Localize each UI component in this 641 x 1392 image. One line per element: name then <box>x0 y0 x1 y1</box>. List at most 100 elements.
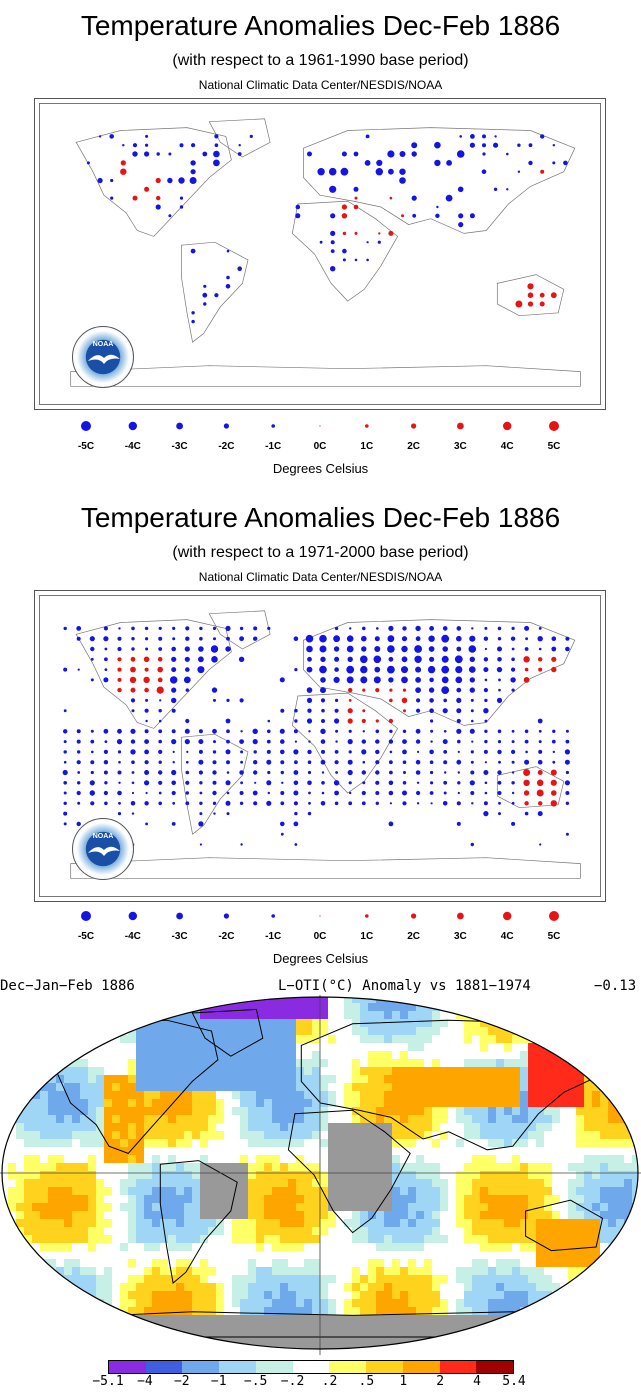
grid-cell <box>152 1267 160 1275</box>
grid-cell <box>368 1035 376 1043</box>
grid-cell <box>424 1083 432 1091</box>
grid-cell <box>256 1011 264 1019</box>
grid-cell <box>280 1091 288 1099</box>
grid-cell <box>456 1123 464 1131</box>
grid-cell <box>576 1139 584 1147</box>
grid-cell <box>616 1155 624 1163</box>
grid-cell <box>336 1099 344 1107</box>
grid-cell <box>312 1179 320 1187</box>
grid-cell <box>248 1339 256 1347</box>
legend-dot <box>271 424 276 428</box>
grid-cell <box>360 1331 368 1339</box>
grid-cell <box>384 1275 392 1283</box>
grid-cell <box>32 1067 40 1075</box>
continent-outline <box>291 200 399 302</box>
grid-cell <box>280 1179 288 1187</box>
grid-cell <box>208 1323 216 1331</box>
grid-cell <box>352 1123 360 1131</box>
grid-cell <box>416 1019 424 1027</box>
grid-cell <box>528 997 536 1003</box>
grid-cell <box>424 1147 432 1155</box>
grid-cell <box>56 1043 64 1051</box>
continent-outline <box>525 1199 604 1252</box>
grid-cell <box>432 1147 440 1155</box>
legend-label: 5C <box>547 441 561 452</box>
grid-cell <box>168 1059 176 1067</box>
anomaly-dot <box>144 687 149 693</box>
anomaly-dot <box>429 656 435 662</box>
anomaly-dot <box>129 676 137 684</box>
grid-cell <box>344 1099 352 1107</box>
grid-cell <box>440 1339 448 1347</box>
grid-cell <box>608 1067 616 1075</box>
grid-cell <box>496 1339 504 1347</box>
grid-cell <box>64 1115 72 1123</box>
grid-cell <box>544 1107 552 1115</box>
grid-cell <box>200 1091 208 1099</box>
grid-cell <box>472 1219 480 1227</box>
anomaly-dot <box>484 647 487 651</box>
grid-cell <box>488 1283 496 1291</box>
grid-cell <box>448 1307 456 1315</box>
grid-cell <box>80 1339 88 1347</box>
grid-cell <box>616 1291 624 1299</box>
grid-cell <box>488 1291 496 1299</box>
grid-cell <box>456 1075 464 1083</box>
anomaly-dot <box>538 801 543 806</box>
anomaly-dot <box>354 231 358 235</box>
anomaly-dot <box>399 177 406 184</box>
grid-cell <box>392 1067 400 1075</box>
grid-cell <box>224 1051 232 1059</box>
grid-cell <box>264 1235 272 1243</box>
anomaly-dot <box>401 645 408 653</box>
grid-cell <box>224 1083 232 1091</box>
anomaly-dot <box>524 667 529 672</box>
anomaly-dot <box>415 759 421 765</box>
grid-cell <box>528 1115 536 1123</box>
grid-cell <box>256 1019 264 1027</box>
grid-cell <box>344 1283 352 1291</box>
grid-cell <box>448 1227 456 1235</box>
grid-cell <box>432 1115 440 1123</box>
grid-cell <box>480 1163 488 1171</box>
grid-cell <box>600 1179 608 1187</box>
grid-cell <box>600 1051 608 1059</box>
grid-cell <box>272 1315 280 1323</box>
grid-cell <box>40 1011 48 1019</box>
grid-cell <box>592 1051 600 1059</box>
grid-cell <box>480 1307 488 1315</box>
anomaly-dot <box>212 801 217 805</box>
grid-cell <box>2 1043 8 1051</box>
grid-cell <box>536 997 544 1003</box>
grid-cell <box>392 1195 400 1203</box>
grid-cell <box>312 1235 320 1243</box>
grid-cell <box>488 1035 496 1043</box>
anomaly-dot <box>202 292 208 298</box>
grid-cell <box>424 1091 432 1099</box>
anomaly-dot <box>483 636 489 641</box>
anomaly-dot <box>179 196 184 200</box>
grid-cell <box>320 1187 328 1195</box>
colorbar-label: −2 <box>173 1374 190 1389</box>
grid-cell <box>552 1075 560 1083</box>
grid-cell <box>304 1283 312 1291</box>
anomaly-dot <box>456 687 462 693</box>
grid-cell <box>144 1011 152 1019</box>
grid-cell <box>344 1067 352 1075</box>
grid-cell <box>192 1155 200 1163</box>
grid-cell <box>296 1195 304 1203</box>
grid-cell <box>2 1347 8 1349</box>
grid-cell <box>200 1307 208 1315</box>
grid-cell <box>360 1259 368 1267</box>
grid-cell <box>624 1291 632 1299</box>
grid-cell <box>544 1267 552 1275</box>
panel3-colorbar-labels: −5.1 −4 −2 −1 −.5 −.2.2.5 1 2 4 5.4 <box>0 1374 641 1392</box>
grid-cell <box>24 1179 32 1187</box>
continent-outline <box>291 692 399 794</box>
anomaly-dot <box>103 626 108 631</box>
grid-cell <box>40 1147 48 1155</box>
grid-cell <box>400 1331 408 1339</box>
grid-cell <box>512 1139 520 1147</box>
grid-cell <box>32 1171 40 1179</box>
anomaly-dot <box>435 213 440 218</box>
